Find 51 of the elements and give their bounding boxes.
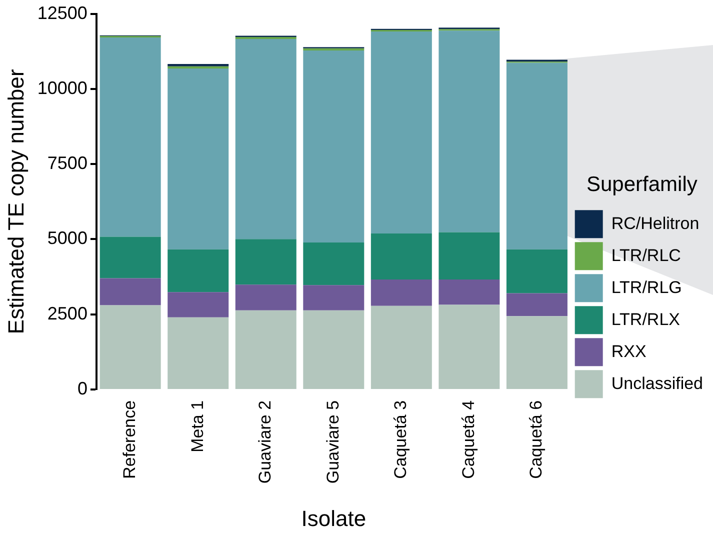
bar	[506, 316, 568, 389]
legend-label: LTR/RLC	[611, 246, 681, 265]
x-tick-label: Guaviare 2	[256, 400, 275, 484]
bar	[438, 232, 500, 280]
y-tick-label: 2500	[47, 303, 88, 324]
bar	[303, 310, 364, 389]
y-tick-label: 0	[77, 378, 88, 398]
bar	[438, 30, 500, 232]
bar	[100, 305, 161, 389]
legend-label: LTR/RLX	[611, 310, 680, 329]
x-tick-label: Guaviare 5	[323, 400, 342, 484]
y-tick-label: 7500	[47, 153, 88, 174]
y-tick-label: 12500	[37, 2, 88, 23]
x-axis-title: Isolate	[301, 506, 366, 531]
y-axis-title: Estimated TE copy number	[3, 69, 28, 334]
bar	[100, 38, 161, 237]
bar	[168, 64, 229, 66]
bar	[506, 249, 568, 294]
bar	[235, 310, 296, 389]
bar	[303, 285, 364, 310]
x-tick-label: Meta 1	[188, 400, 207, 452]
bar	[168, 292, 229, 318]
x-tick-label: Caquetá 4	[458, 400, 478, 479]
bar	[235, 239, 296, 285]
bar	[370, 279, 432, 306]
bar	[100, 236, 161, 278]
x-tick-label: Caquetá 6	[526, 400, 546, 479]
bar	[168, 249, 229, 292]
bar	[370, 306, 432, 389]
legend-label: RC/Helitron	[611, 214, 700, 233]
bar	[303, 50, 364, 242]
bar	[370, 233, 432, 280]
y-tick-label: 5000	[47, 228, 88, 248]
bar	[168, 68, 229, 250]
bar	[235, 39, 296, 240]
legend-title: Superfamily	[586, 173, 698, 196]
bar	[438, 279, 500, 305]
bar	[235, 284, 296, 310]
bar	[303, 242, 364, 286]
bar	[438, 304, 500, 389]
bar	[506, 293, 568, 316]
x-tick-label: Caquetá 3	[391, 400, 410, 479]
bar	[100, 278, 161, 306]
x-tick-label: Reference	[120, 400, 140, 479]
bar	[168, 317, 229, 389]
bar	[370, 32, 432, 234]
legend-label: RXX	[611, 342, 646, 361]
legend-label: LTR/RLG	[611, 278, 682, 297]
legend-label: Unclassified	[611, 374, 704, 393]
y-tick-label: 10000	[37, 78, 88, 98]
bar	[235, 36, 296, 40]
